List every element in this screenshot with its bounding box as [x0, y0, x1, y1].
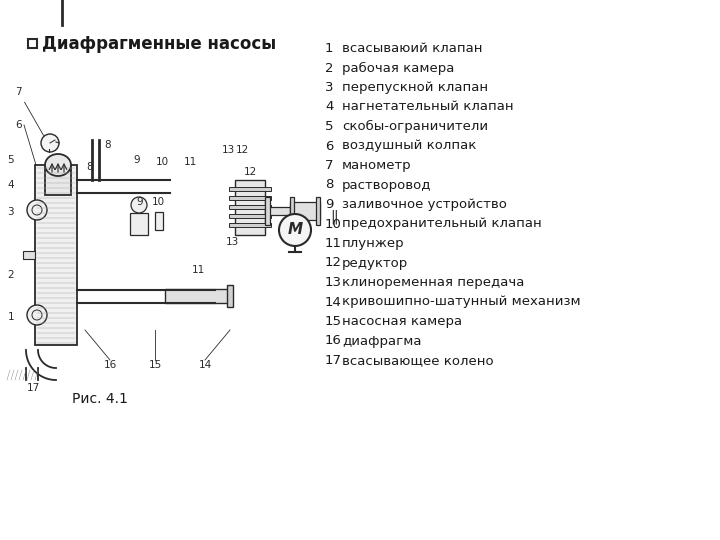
Text: скобы-ограничители: скобы-ограничители [342, 120, 488, 133]
Text: рабочая камера: рабочая камера [342, 62, 454, 75]
Text: 1: 1 [7, 312, 14, 322]
Bar [227, 285, 233, 307]
Text: Рис. 4.1: Рис. 4.1 [72, 392, 128, 406]
Text: 15: 15 [325, 315, 342, 328]
Text: 13: 13 [225, 237, 238, 247]
Text: 13: 13 [325, 276, 342, 289]
Text: 6: 6 [15, 120, 22, 130]
Text: 12: 12 [235, 145, 248, 155]
Bar [265, 207, 290, 215]
Text: 11: 11 [192, 265, 204, 275]
Bar [45, 165, 71, 195]
Text: насосная камера: насосная камера [342, 315, 462, 328]
Text: всасываюий клапан: всасываюий клапан [342, 42, 482, 55]
Text: 10: 10 [156, 157, 168, 167]
Text: |: | [333, 209, 338, 224]
Bar [265, 197, 270, 225]
Text: Диафрагменные насосы: Диафрагменные насосы [42, 35, 276, 53]
Text: 12: 12 [243, 167, 256, 177]
Text: 17: 17 [27, 383, 40, 393]
Circle shape [279, 214, 311, 246]
Text: редуктор: редуктор [342, 256, 408, 269]
Bar [155, 212, 163, 230]
Bar [229, 205, 271, 209]
Text: 10: 10 [151, 197, 165, 207]
Bar [23, 251, 35, 259]
Bar [290, 197, 294, 225]
Bar [130, 213, 148, 235]
Bar [229, 187, 271, 191]
Text: 9: 9 [137, 197, 143, 207]
Text: 2: 2 [7, 270, 14, 280]
Bar [35, 165, 77, 345]
Text: 14: 14 [325, 295, 342, 308]
Text: 8: 8 [86, 162, 94, 172]
Circle shape [41, 134, 59, 152]
Text: 7: 7 [325, 159, 333, 172]
Text: 4: 4 [7, 180, 14, 190]
Circle shape [27, 200, 47, 220]
Text: M: M [287, 222, 302, 238]
Bar [229, 196, 271, 200]
Text: 3: 3 [7, 207, 14, 217]
Circle shape [27, 305, 47, 325]
Text: 12: 12 [325, 256, 342, 269]
Text: 14: 14 [199, 360, 212, 370]
Text: 16: 16 [104, 360, 117, 370]
Bar [229, 214, 271, 218]
Text: растворовод: растворовод [342, 179, 431, 192]
Text: плунжер: плунжер [342, 237, 405, 250]
Text: воздушный колпак: воздушный колпак [342, 139, 477, 152]
Text: клиноременная передача: клиноременная передача [342, 276, 524, 289]
Text: перепускной клапан: перепускной клапан [342, 81, 488, 94]
Text: 9: 9 [134, 155, 140, 165]
Bar [28, 39, 37, 48]
Bar [235, 180, 265, 235]
Text: манометр: манометр [342, 159, 412, 172]
Text: 6: 6 [325, 139, 333, 152]
Text: 10: 10 [325, 218, 342, 231]
Text: кривошипно-шатунный механизм: кривошипно-шатунный механизм [342, 295, 580, 308]
Text: 9: 9 [325, 198, 333, 211]
Bar [316, 197, 320, 225]
Text: 2: 2 [325, 62, 333, 75]
Text: 7: 7 [15, 87, 44, 136]
Text: 16: 16 [325, 334, 342, 348]
Bar [165, 289, 230, 303]
Bar [229, 223, 271, 227]
Text: 11: 11 [184, 157, 197, 167]
Ellipse shape [45, 154, 71, 176]
Text: 3: 3 [325, 81, 333, 94]
Circle shape [131, 197, 147, 213]
Text: диафрагма: диафрагма [342, 334, 421, 348]
Text: нагнетательный клапан: нагнетательный клапан [342, 100, 513, 113]
Bar [290, 202, 320, 220]
Text: всасывающее колено: всасывающее колено [342, 354, 494, 367]
Text: 1: 1 [325, 42, 333, 55]
Text: 8: 8 [325, 179, 333, 192]
Text: 13: 13 [221, 145, 235, 155]
Text: 17: 17 [325, 354, 342, 367]
Text: заливочное устройство: заливочное устройство [342, 198, 507, 211]
Text: 8: 8 [104, 140, 112, 150]
Text: 5: 5 [325, 120, 333, 133]
Text: 4: 4 [325, 100, 333, 113]
Text: |: | [330, 209, 335, 224]
Text: 15: 15 [148, 360, 161, 370]
Text: 5: 5 [7, 155, 14, 165]
Text: предохранительный клапан: предохранительный клапан [342, 218, 541, 231]
Text: 11: 11 [325, 237, 342, 250]
